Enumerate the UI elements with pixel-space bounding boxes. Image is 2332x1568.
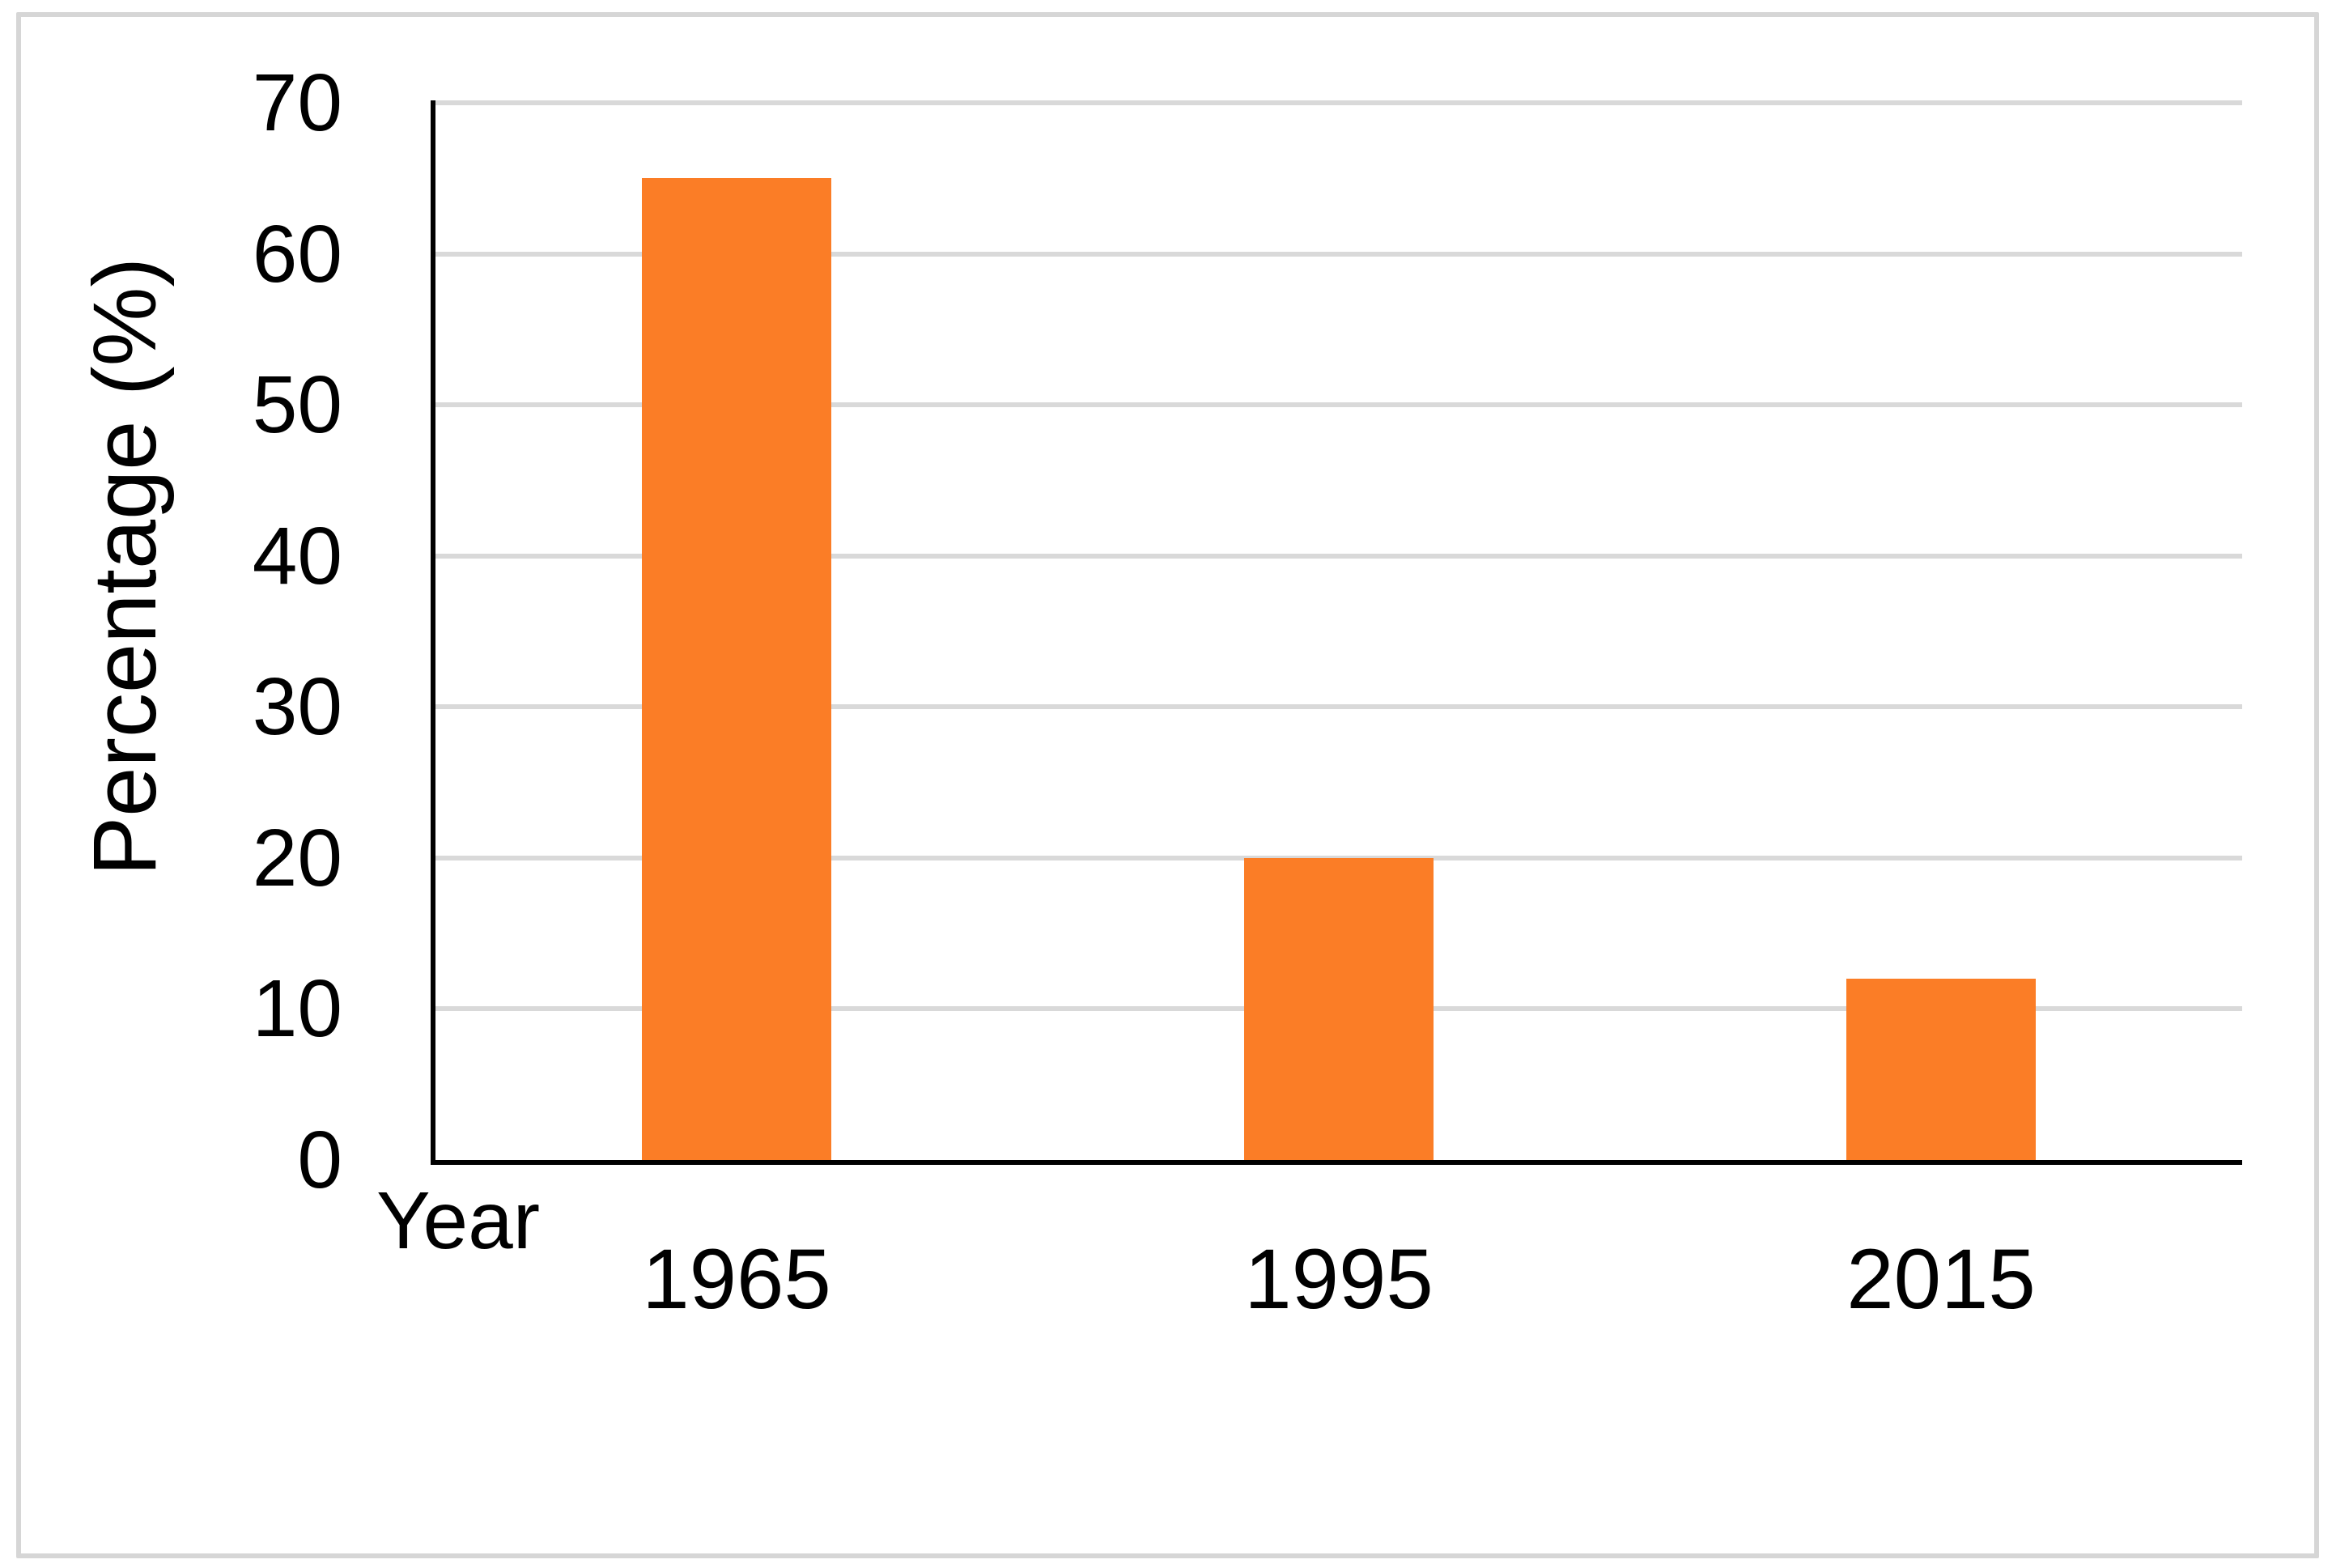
gridline-70 — [435, 100, 2242, 105]
y-tick-label-70: 70 — [252, 57, 342, 148]
y-tick-label-50: 50 — [252, 359, 342, 451]
gridline-60 — [435, 251, 2242, 257]
y-axis-line — [431, 100, 435, 1165]
x-category-label-2015: 2015 — [1846, 1232, 2036, 1327]
plot-area — [431, 100, 2242, 1165]
y-tick-label-40: 40 — [252, 510, 342, 601]
chart-border-frame — [16, 12, 2319, 1558]
y-tick-label-30: 30 — [252, 661, 342, 753]
gridline-30 — [435, 704, 2242, 710]
gridline-40 — [435, 553, 2242, 559]
bar-1965 — [642, 178, 831, 1160]
bar-1995 — [1244, 857, 1434, 1160]
x-category-label-1995: 1995 — [1244, 1232, 1434, 1327]
y-tick-label-60: 60 — [252, 208, 342, 300]
gridline-20 — [435, 855, 2242, 860]
x-axis-line — [431, 1160, 2242, 1165]
bar-2015 — [1846, 979, 2036, 1160]
y-tick-label-20: 20 — [252, 812, 342, 903]
y-tick-label-0: 0 — [297, 1115, 342, 1205]
x-axis-title: Year — [376, 1175, 541, 1266]
gridline-50 — [435, 402, 2242, 408]
y-tick-label-10: 10 — [252, 963, 342, 1055]
x-category-label-1965: 1965 — [642, 1232, 831, 1327]
